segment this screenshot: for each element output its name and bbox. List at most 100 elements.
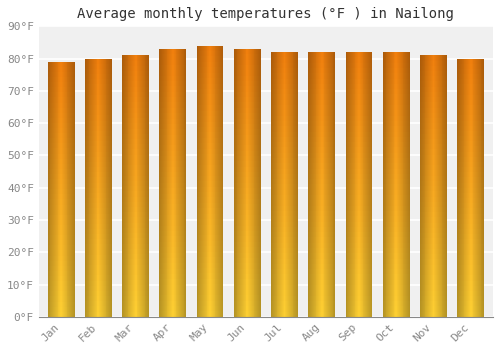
Bar — [162, 108, 163, 113]
Bar — [446, 306, 447, 312]
Bar — [126, 306, 128, 312]
Bar — [133, 212, 134, 217]
Bar — [290, 105, 291, 110]
Bar — [165, 108, 166, 113]
Bar — [172, 103, 173, 108]
Bar — [409, 174, 410, 179]
Bar — [146, 82, 147, 87]
Bar — [138, 306, 139, 312]
Bar — [464, 167, 466, 172]
Bar — [61, 291, 62, 296]
Bar — [50, 77, 51, 82]
Bar — [130, 160, 131, 165]
Bar — [212, 62, 213, 67]
Bar — [442, 228, 444, 233]
Bar — [52, 296, 53, 301]
Bar — [432, 176, 434, 181]
Bar — [166, 140, 168, 145]
Bar — [408, 248, 409, 253]
Bar — [279, 142, 280, 147]
Bar — [370, 163, 372, 169]
Bar — [428, 202, 429, 207]
Bar — [432, 61, 434, 66]
Bar — [220, 89, 221, 95]
Bar — [103, 120, 104, 126]
Bar — [201, 56, 202, 62]
Bar — [353, 190, 354, 195]
Bar — [477, 116, 478, 120]
Bar — [458, 250, 459, 255]
Bar — [288, 227, 289, 232]
Bar — [351, 211, 352, 216]
Bar — [248, 215, 249, 220]
Bar — [360, 57, 361, 63]
Bar — [251, 268, 252, 274]
Bar — [286, 52, 287, 57]
Bar — [170, 60, 171, 65]
Bar — [133, 76, 134, 82]
Bar — [143, 82, 144, 87]
Bar — [438, 76, 439, 82]
Bar — [476, 296, 477, 301]
Bar — [55, 189, 56, 194]
Bar — [166, 151, 168, 156]
Bar — [162, 119, 163, 124]
Bar — [258, 135, 259, 140]
Bar — [474, 79, 475, 84]
Bar — [364, 116, 366, 121]
Bar — [391, 290, 392, 296]
Bar — [124, 61, 125, 66]
Bar — [216, 176, 217, 181]
Bar — [90, 193, 91, 198]
Bar — [173, 237, 174, 242]
Bar — [398, 190, 399, 195]
Bar — [50, 62, 51, 67]
Bar — [257, 258, 258, 263]
Bar — [314, 116, 316, 121]
Bar — [141, 118, 142, 123]
Bar — [392, 68, 394, 73]
Bar — [246, 81, 248, 86]
Bar — [140, 160, 141, 165]
Bar — [354, 306, 356, 312]
Bar — [312, 147, 313, 153]
Bar — [297, 190, 298, 195]
Bar — [72, 256, 73, 261]
Bar — [50, 72, 51, 77]
Bar — [95, 100, 96, 105]
Bar — [126, 301, 128, 306]
Bar — [280, 206, 281, 211]
Bar — [329, 227, 330, 232]
Bar — [202, 236, 203, 241]
Bar — [332, 306, 334, 312]
Bar — [314, 100, 316, 105]
Bar — [171, 194, 172, 199]
Bar — [427, 87, 428, 92]
Bar — [316, 222, 318, 227]
Bar — [55, 179, 56, 184]
Bar — [482, 270, 483, 275]
Bar — [405, 306, 406, 312]
Bar — [407, 73, 408, 78]
Bar — [294, 137, 296, 142]
Bar — [144, 290, 146, 296]
Bar — [93, 182, 94, 188]
Bar — [420, 61, 421, 66]
Bar — [390, 153, 391, 158]
Bar — [148, 97, 149, 103]
Bar — [400, 232, 402, 237]
Bar — [405, 179, 406, 184]
Bar — [240, 258, 241, 263]
Bar — [122, 312, 123, 317]
Bar — [88, 162, 90, 167]
Bar — [334, 184, 335, 190]
Bar — [180, 188, 181, 194]
Bar — [173, 274, 174, 279]
Bar — [483, 177, 484, 182]
Bar — [254, 268, 256, 274]
Bar — [313, 105, 314, 110]
Bar — [467, 177, 468, 182]
Bar — [242, 226, 243, 231]
Bar — [136, 212, 138, 217]
Bar — [238, 65, 240, 70]
